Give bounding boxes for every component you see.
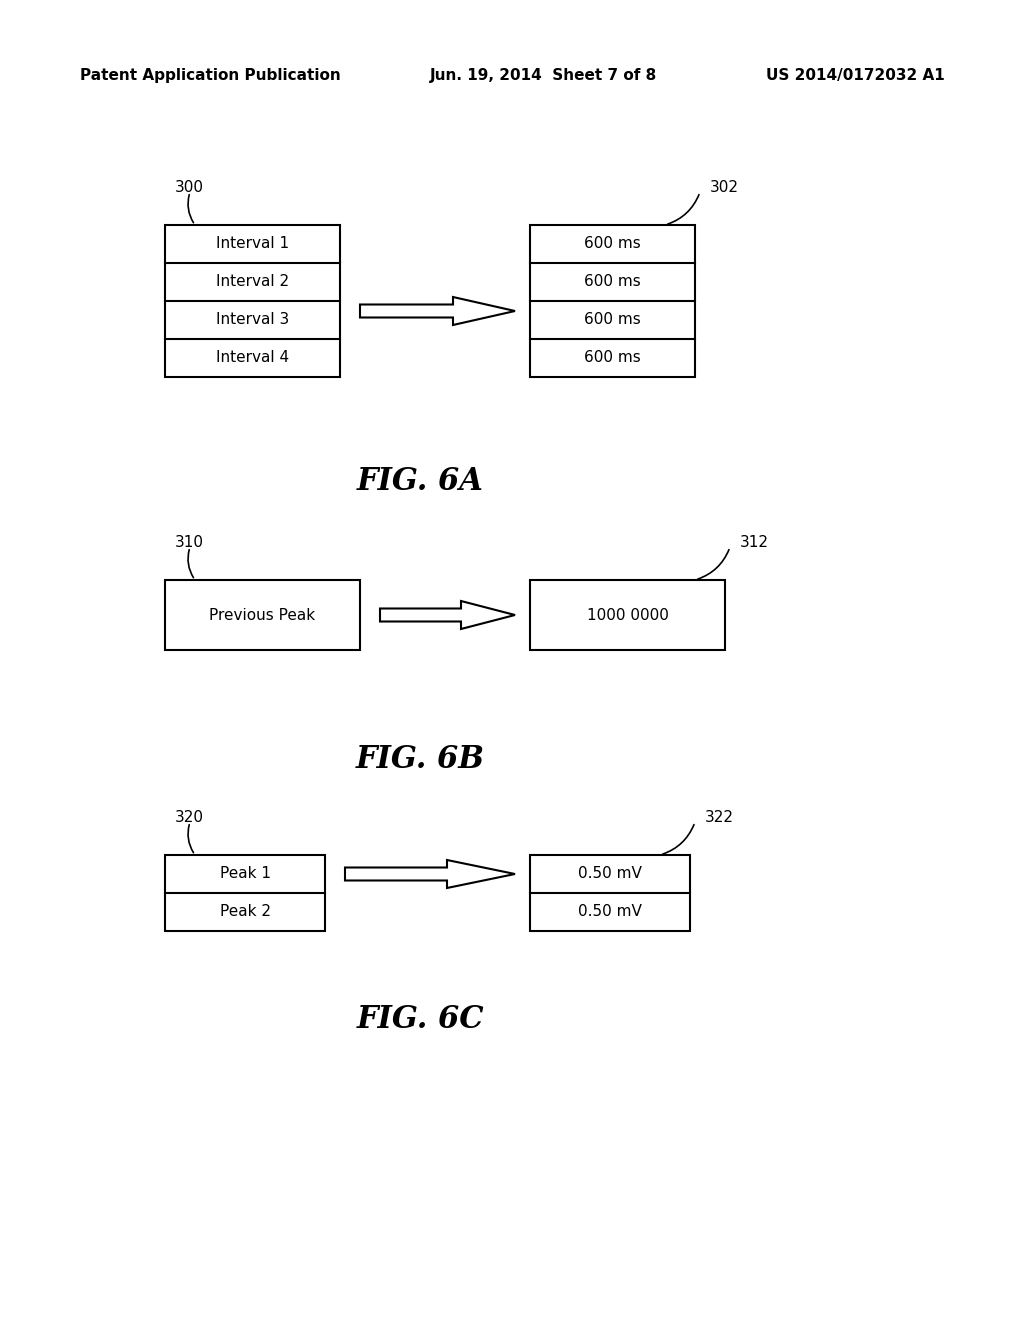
Text: Peak 1: Peak 1 bbox=[219, 866, 270, 882]
Text: 312: 312 bbox=[740, 535, 769, 550]
Text: 322: 322 bbox=[705, 810, 734, 825]
Polygon shape bbox=[360, 297, 515, 325]
Text: 600 ms: 600 ms bbox=[584, 351, 641, 366]
Polygon shape bbox=[380, 601, 515, 630]
Text: 1000 0000: 1000 0000 bbox=[587, 607, 669, 623]
Text: FIG. 6B: FIG. 6B bbox=[355, 744, 484, 776]
Bar bbox=[165, 224, 340, 378]
Text: Interval 4: Interval 4 bbox=[216, 351, 289, 366]
Text: 300: 300 bbox=[175, 180, 204, 195]
Text: FIG. 6C: FIG. 6C bbox=[356, 1005, 483, 1035]
Text: Jun. 19, 2014  Sheet 7 of 8: Jun. 19, 2014 Sheet 7 of 8 bbox=[430, 69, 657, 83]
Text: 320: 320 bbox=[175, 810, 204, 825]
Text: 0.50 mV: 0.50 mV bbox=[579, 866, 642, 882]
Text: Patent Application Publication: Patent Application Publication bbox=[80, 69, 341, 83]
Text: 600 ms: 600 ms bbox=[584, 275, 641, 289]
Text: US 2014/0172032 A1: US 2014/0172032 A1 bbox=[766, 69, 945, 83]
Text: 600 ms: 600 ms bbox=[584, 313, 641, 327]
Text: Interval 3: Interval 3 bbox=[216, 313, 289, 327]
Bar bbox=[530, 579, 725, 649]
Bar bbox=[530, 855, 690, 931]
Text: 0.50 mV: 0.50 mV bbox=[579, 904, 642, 920]
Text: Peak 2: Peak 2 bbox=[219, 904, 270, 920]
Text: Interval 2: Interval 2 bbox=[216, 275, 289, 289]
Text: 310: 310 bbox=[175, 535, 204, 550]
Bar bbox=[165, 579, 360, 649]
Text: Previous Peak: Previous Peak bbox=[210, 607, 315, 623]
Text: FIG. 6A: FIG. 6A bbox=[356, 466, 483, 498]
Polygon shape bbox=[345, 861, 515, 888]
Bar bbox=[530, 224, 695, 378]
Text: 302: 302 bbox=[710, 180, 739, 195]
Text: Interval 1: Interval 1 bbox=[216, 236, 289, 252]
Text: 600 ms: 600 ms bbox=[584, 236, 641, 252]
Bar bbox=[165, 855, 325, 931]
